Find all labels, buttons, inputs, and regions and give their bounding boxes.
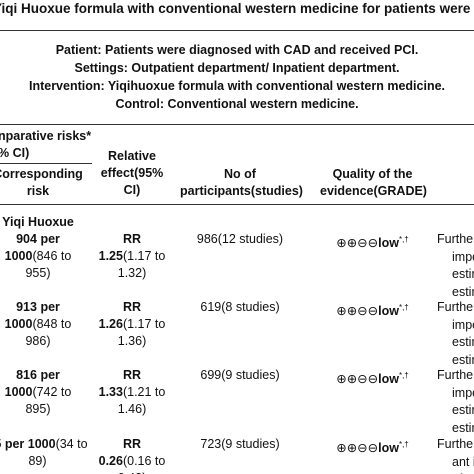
header-line: Control: Conventional western medicine. [115, 97, 359, 111]
grade: low [378, 236, 399, 251]
quality: ⊕⊕⊖⊖low*,† [320, 367, 425, 388]
risk-cell: 904 per 1000(846 to 955) [2, 231, 74, 282]
comment: Further [437, 437, 474, 451]
grade: low [378, 372, 399, 387]
comment: Further [437, 232, 474, 246]
quality: ⊕⊕⊖⊖low*,† [320, 231, 425, 252]
risk: 913 per 1000 [4, 300, 60, 331]
column-header: Quality of the evidence(GRADE) [320, 167, 427, 198]
comment: Further [437, 300, 474, 314]
relative-cell: RR 0.26(0.16 to 0.42) [97, 436, 167, 474]
relative-ci: (1.17 to 1.32) [117, 249, 166, 280]
title: Yiqi Huoxue formula with conventional we… [0, 1, 471, 16]
risk-cell: 913 per 1000(848 to 986) [2, 299, 74, 350]
participants: 699(9 studies) [200, 368, 280, 382]
column-header: No of participants(studies) [180, 167, 303, 198]
relative-cell: RR 1.25(1.17 to 1.32) [97, 231, 167, 282]
footnote: *,† [398, 303, 409, 312]
header-line: Patient: Patients were diagnosed with CA… [55, 43, 419, 57]
comment: estim [452, 267, 474, 281]
relative-ci: (0.16 to 0.42) [118, 454, 166, 474]
risk: 904 per 1000 [4, 232, 60, 263]
risk-cell: 816 per 1000(742 to 895) [2, 367, 74, 418]
comment: estim [452, 352, 474, 367]
column-header: nparative risks* [0, 129, 92, 143]
relative-effect: RR 1.33 [98, 368, 142, 399]
quality: ⊕⊕⊖⊖low*,† [320, 299, 425, 320]
relative-ci: (1.21 to 1.46) [117, 385, 166, 416]
relative-cell: RR 1.33(1.21 to 1.46) [97, 367, 167, 418]
comment: impo [452, 317, 474, 332]
risk-cell: 45 per 1000(34 to 89) [0, 436, 90, 470]
header-line: Intervention: Yiqihuoxue formula with co… [28, 79, 446, 93]
comment: estim [452, 420, 474, 435]
participants: 986(12 studies) [196, 232, 284, 246]
grade-symbols: ⊕⊕⊖⊖ [336, 372, 379, 387]
grade-symbols: ⊕⊕⊖⊖ [336, 441, 379, 456]
comment: estim [452, 335, 474, 349]
comment: Further [437, 368, 474, 382]
risk-ci: (742 to 895) [25, 385, 72, 416]
comment: estim [452, 403, 474, 417]
comment: of eff [452, 471, 474, 474]
column-header: Relative effect(95% CI) [100, 149, 164, 197]
comment: estim [452, 284, 474, 299]
grade: low [378, 441, 399, 456]
group-label: Yiqi Huoxue [2, 215, 74, 229]
relative-cell: RR 1.26(1.17 to 1.36) [97, 299, 167, 350]
participants: 619(8 studies) [200, 300, 280, 314]
grade-symbols: ⊕⊕⊖⊖ [336, 236, 379, 251]
risk-ci: (34 to 89) [28, 437, 88, 468]
column-header: % CI) [0, 146, 30, 160]
relative-ci: (1.17 to 1.36) [117, 317, 166, 348]
comment: impo [452, 249, 474, 264]
column-header: Corresponding risk [0, 167, 83, 198]
comment: impo [452, 385, 474, 400]
quality: ⊕⊕⊖⊖low*,† [320, 436, 425, 457]
grade-symbols: ⊕⊕⊖⊖ [336, 304, 379, 319]
footnote: *,† [398, 235, 409, 244]
rule [0, 124, 474, 125]
relative-effect: RR 1.26 [98, 300, 142, 331]
risk: 45 per 1000 [0, 437, 56, 451]
rule [0, 204, 474, 205]
relative-effect: RR 1.25 [98, 232, 142, 263]
relative-effect: RR 0.26 [98, 437, 142, 468]
participants: 723(9 studies) [200, 437, 280, 451]
header-line: Settings: Outpatient department/ Inpatie… [74, 61, 400, 75]
footnote: *,† [398, 440, 409, 449]
rule [0, 30, 474, 31]
grade: low [378, 304, 399, 319]
risk: 816 per 1000 [4, 368, 60, 399]
comment: ant i [452, 454, 474, 469]
rule [0, 163, 92, 164]
footnote: *,† [398, 371, 409, 380]
risk-ci: (846 to 955) [25, 249, 72, 280]
risk-ci: (848 to 986) [25, 317, 72, 348]
